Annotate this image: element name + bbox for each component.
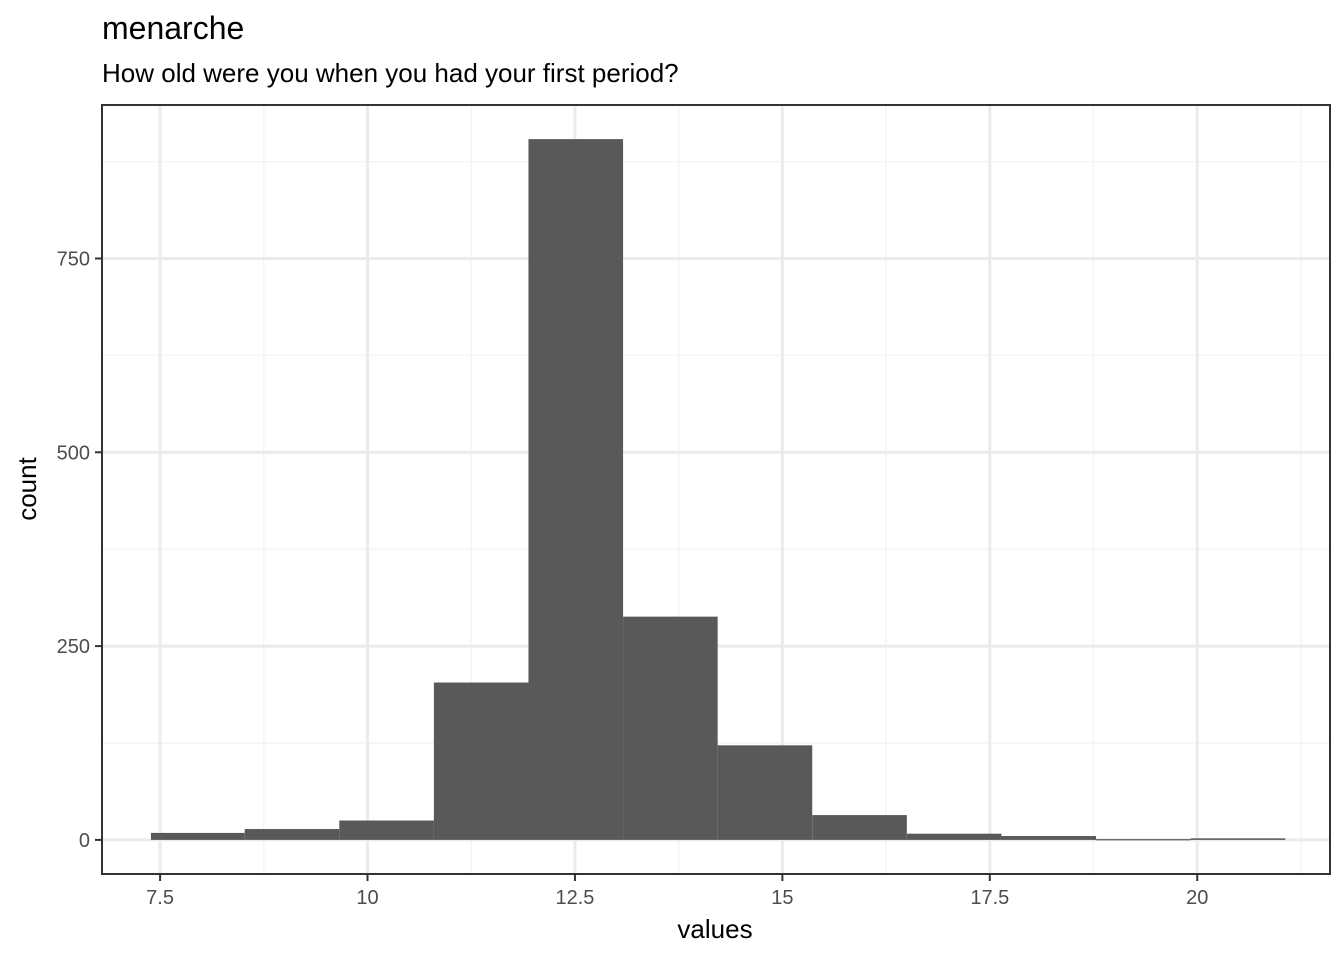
- x-tick-label: 17.5: [970, 887, 1009, 909]
- y-tick-label: 750: [57, 248, 90, 270]
- x-tick-label: 15: [771, 887, 793, 909]
- x-tick-label: 10: [356, 887, 378, 909]
- histogram-bar-4: [433, 682, 529, 840]
- y-axis-title: count: [12, 456, 42, 520]
- histogram-bar-7: [717, 745, 813, 840]
- x-axis-title: values: [677, 914, 752, 944]
- panel-border: [101, 104, 1331, 875]
- histogram-bars: [150, 139, 1286, 841]
- histogram-bar-6: [623, 616, 718, 840]
- histogram-bar-12: [1190, 838, 1286, 840]
- y-tick-label: 500: [57, 442, 90, 464]
- y-tick-label: 0: [79, 830, 90, 852]
- chart-subtitle: How old were you when you had your first…: [102, 58, 679, 88]
- histogram-bar-8: [812, 815, 907, 840]
- histogram-bar-5: [528, 139, 624, 840]
- chart-title: menarche: [102, 10, 245, 46]
- histogram-bar-2: [244, 829, 340, 840]
- y-tick-label: 250: [57, 636, 90, 658]
- x-tick-label: 20: [1186, 887, 1208, 909]
- x-tick-label: 7.5: [146, 887, 174, 909]
- x-tick-label: 12.5: [555, 887, 594, 909]
- x-axis: 7.5 10 12.5 15 17.5 20: [146, 874, 1208, 909]
- histogram-bar-1: [150, 832, 245, 840]
- histogram-bar-9: [906, 833, 1002, 840]
- histogram-bar-11: [1096, 839, 1191, 841]
- y-axis: 0 250 500 750: [57, 248, 102, 852]
- histogram-bar-3: [339, 820, 434, 840]
- histogram-bar-10: [1001, 836, 1097, 840]
